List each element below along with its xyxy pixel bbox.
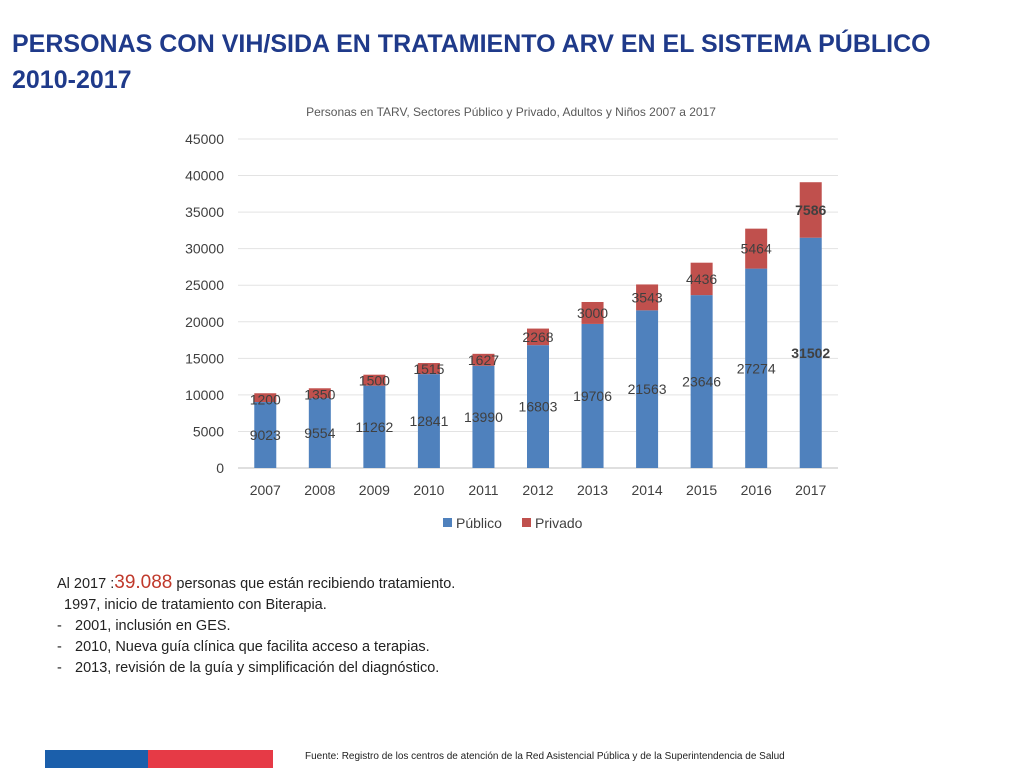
- legend-swatch-privado: [522, 518, 531, 527]
- data-label-privado: 3000: [577, 305, 608, 321]
- chart-title: Personas en TARV, Sectores Público y Pri…: [306, 105, 716, 119]
- x-tick-label: 2014: [632, 482, 663, 498]
- bar-publico-2010: [417, 374, 440, 468]
- y-tick-label: 20000: [185, 314, 224, 330]
- bar-privado-2011: [472, 353, 495, 366]
- data-label-publico: 9023: [250, 427, 281, 443]
- bar-privado-2013: [581, 301, 604, 324]
- x-tick-label: 2008: [304, 482, 335, 498]
- bar-privado-2012: [527, 328, 549, 346]
- y-tick-label: 45000: [185, 131, 224, 147]
- x-tick-label: 2013: [577, 482, 608, 498]
- bar-privado-2010: [417, 363, 440, 375]
- note-bullet: -2001, inclusión en GES.: [57, 616, 757, 637]
- bar-publico-2011: [472, 365, 495, 468]
- y-tick-label: 0: [216, 460, 224, 476]
- bar-publico-2007: [254, 402, 277, 468]
- data-label-publico: 23646: [682, 374, 721, 390]
- bullet-dash: -: [57, 618, 62, 634]
- bar-privado-2007: [254, 393, 277, 403]
- x-tick-label: 2015: [686, 482, 717, 498]
- note-total-suffix: personas que están recibiendo tratamient…: [172, 576, 456, 592]
- legend-label-publico: Público: [456, 515, 502, 531]
- legend-label-privado: Privado: [535, 515, 583, 531]
- y-tick-label: 5000: [193, 423, 224, 439]
- bar-publico-2008: [308, 398, 331, 468]
- data-label-privado: 2268: [522, 329, 553, 345]
- note-bullet-text: 2010, Nueva guía clínica que facilita ac…: [75, 639, 430, 655]
- y-axis: 0 5000 10000 15000 20000 25000 30000 35000 40000…: [185, 131, 224, 476]
- stacked-bar-chart: Personas en TARV, Sectores Público y Pri…: [185, 105, 838, 531]
- bar-publico-2013: [581, 323, 604, 468]
- note-1997: 1997, inicio de tratamiento con Biterapi…: [64, 597, 327, 613]
- data-label-publico: 9554: [304, 425, 335, 441]
- bullet-dash: -: [57, 639, 62, 655]
- data-label-publico: 12841: [409, 413, 448, 429]
- data-label-privado: 3543: [632, 289, 663, 305]
- source-note: Fuente: Registro de los centros de atenc…: [305, 751, 785, 762]
- note-bullet-text: 2013, revisión de la guía y simplificaci…: [75, 660, 440, 676]
- x-axis: 2007 2008 2009 2010 2011 2012 2013 2014 2015 2016…: [250, 482, 827, 498]
- x-tick-label: 2017: [795, 482, 826, 498]
- data-label-privado: 1627: [468, 352, 499, 368]
- page-title-line-2: 2010-2017: [12, 66, 132, 94]
- bar-publico-2009: [363, 385, 386, 468]
- bar-privado-2014: [636, 284, 659, 311]
- notes-block: Al 2017 :39.088 personas que están recib…: [57, 572, 757, 679]
- x-tick-label: 2012: [522, 482, 553, 498]
- data-label-privado: 4436: [686, 271, 717, 287]
- footer-stripe-red: [148, 750, 273, 768]
- note-bullet: -2010, Nueva guía clínica que facilita a…: [57, 637, 757, 658]
- data-label-privado: 5464: [741, 241, 772, 257]
- bar-publico-2015: [690, 295, 713, 468]
- y-tick-label: 40000: [185, 168, 224, 184]
- bar-publico-2017: [799, 237, 822, 468]
- note-total-prefix: Al 2017 :: [57, 576, 115, 592]
- data-label-privado: 1200: [250, 391, 281, 407]
- page-title-line-1: PERSONAS CON VIH/SIDA EN TRATAMIENTO ARV…: [12, 30, 931, 58]
- bar-publico-2014: [636, 310, 659, 468]
- y-tick-label: 30000: [185, 241, 224, 257]
- note-bullet-text: 2001, inclusión en GES.: [75, 618, 231, 634]
- data-label-publico: 13990: [464, 409, 503, 425]
- data-label-privado: 1515: [413, 361, 444, 377]
- note-total: Al 2017 :39.088 personas que están recib…: [57, 572, 757, 595]
- bar-privado-2008: [308, 388, 331, 399]
- bar-publico-2016: [745, 268, 768, 468]
- note-total-value: 39.088: [114, 572, 173, 593]
- data-label-publico: 19706: [573, 388, 612, 404]
- x-tick-label: 2010: [413, 482, 444, 498]
- bar-publico-2012: [527, 345, 549, 468]
- y-tick-label: 35000: [185, 204, 224, 220]
- y-tick-label: 15000: [185, 350, 224, 366]
- data-label-publico: 11262: [355, 419, 393, 435]
- data-label-publico: 31502: [791, 345, 830, 361]
- x-tick-label: 2016: [741, 482, 772, 498]
- bar-privado-2009: [363, 374, 386, 386]
- chart-legend: Público Privado: [443, 515, 583, 531]
- y-tick-label: 10000: [185, 387, 224, 403]
- data-label-privado: 1350: [304, 386, 335, 402]
- bullet-dash: -: [57, 660, 62, 676]
- footer-stripe-blue: [45, 750, 148, 768]
- bar-privado-2016: [745, 228, 768, 269]
- data-label-publico: 21563: [628, 381, 667, 397]
- page-title: PERSONAS CON VIH/SIDA EN TRATAMIENTO ARV…: [12, 26, 1012, 98]
- x-tick-label: 2011: [468, 482, 498, 498]
- data-label-privado: 7586: [795, 202, 826, 218]
- y-tick-label: 25000: [185, 277, 224, 293]
- legend-swatch-publico: [443, 518, 452, 527]
- x-tick-label: 2007: [250, 482, 281, 498]
- data-label-publico: 27274: [737, 360, 776, 376]
- data-label-privado: 1500: [359, 373, 390, 389]
- chart-bars: 9023 1200 9554 1350 11262 1500 12841 1515 13990 1…: [250, 182, 830, 468]
- x-tick-label: 2009: [359, 482, 390, 498]
- data-label-publico: 16803: [519, 399, 558, 415]
- bar-privado-2017: [799, 182, 822, 238]
- bar-privado-2015: [690, 262, 713, 296]
- note-bullet: -2013, revisión de la guía y simplificac…: [57, 658, 757, 679]
